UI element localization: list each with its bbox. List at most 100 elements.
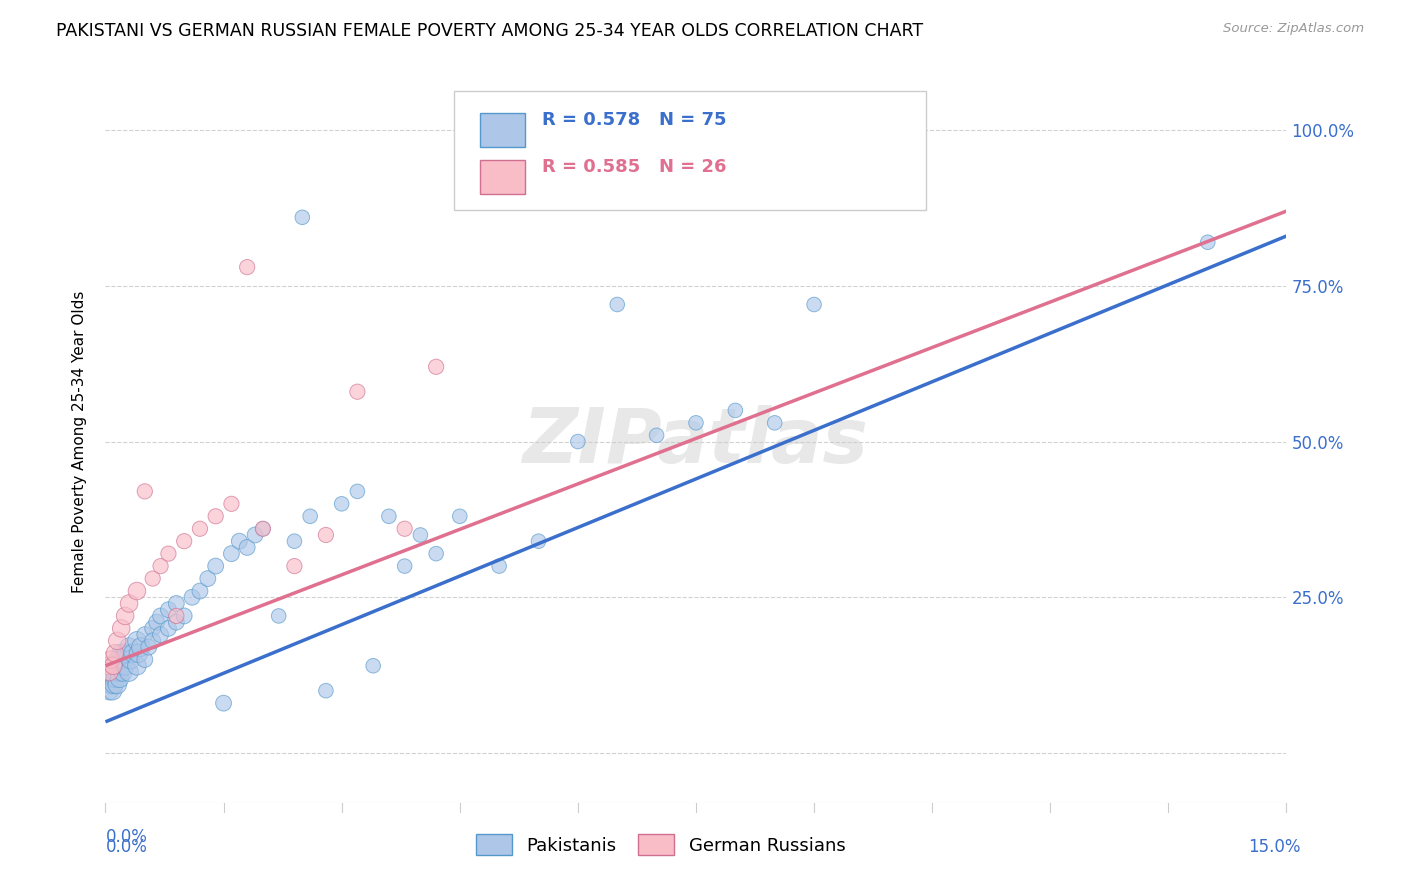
Point <box>165 615 187 630</box>
Point <box>315 528 337 542</box>
Point <box>409 528 432 542</box>
Text: R = 0.578   N = 75: R = 0.578 N = 75 <box>543 112 727 129</box>
Point <box>134 627 156 641</box>
Point <box>98 665 121 679</box>
Point <box>104 646 127 660</box>
Point <box>111 665 134 679</box>
Point <box>129 640 152 654</box>
Point <box>204 559 226 574</box>
Text: Source: ZipAtlas.com: Source: ZipAtlas.com <box>1223 22 1364 36</box>
Point <box>346 384 368 399</box>
Point <box>157 603 180 617</box>
Point <box>228 534 250 549</box>
Y-axis label: Female Poverty Among 25-34 Year Olds: Female Poverty Among 25-34 Year Olds <box>72 291 87 592</box>
Point <box>145 615 167 630</box>
Point <box>243 528 266 542</box>
Point <box>346 484 368 499</box>
Point <box>103 671 125 685</box>
Point <box>105 677 128 691</box>
Point <box>112 652 135 666</box>
Point <box>724 403 747 417</box>
Point <box>107 652 129 666</box>
Point <box>685 416 707 430</box>
Point <box>567 434 589 449</box>
Point <box>149 609 172 624</box>
Point <box>283 534 305 549</box>
Point <box>104 671 127 685</box>
Point <box>181 591 204 605</box>
Point <box>425 547 447 561</box>
Point <box>100 652 122 666</box>
Point <box>114 609 136 624</box>
Point <box>149 559 172 574</box>
Point <box>115 646 138 660</box>
Point <box>118 640 141 654</box>
Point <box>330 497 353 511</box>
Point <box>291 211 314 225</box>
Point <box>101 683 124 698</box>
Point <box>138 640 160 654</box>
Point <box>252 522 274 536</box>
Text: PAKISTANI VS GERMAN RUSSIAN FEMALE POVERTY AMONG 25-34 YEAR OLDS CORRELATION CHA: PAKISTANI VS GERMAN RUSSIAN FEMALE POVER… <box>56 22 924 40</box>
Point <box>394 522 416 536</box>
Point <box>165 609 187 624</box>
Text: 0.0%: 0.0% <box>105 838 148 855</box>
Point <box>803 297 825 311</box>
Text: ZIPatlas: ZIPatlas <box>523 405 869 478</box>
Point <box>188 584 211 599</box>
Point <box>157 547 180 561</box>
Point <box>142 633 165 648</box>
Point <box>125 633 148 648</box>
FancyBboxPatch shape <box>479 112 524 147</box>
Point <box>165 597 187 611</box>
Point <box>606 297 628 311</box>
Point <box>378 509 401 524</box>
Point <box>425 359 447 374</box>
Point <box>134 652 156 666</box>
FancyBboxPatch shape <box>479 160 524 194</box>
Point <box>283 559 305 574</box>
Text: 15.0%: 15.0% <box>1249 838 1301 855</box>
Point <box>134 484 156 499</box>
Point <box>110 646 132 660</box>
Point <box>142 621 165 635</box>
Point <box>97 671 120 685</box>
Point <box>645 428 668 442</box>
Legend: Pakistanis, German Russians: Pakistanis, German Russians <box>468 827 852 863</box>
Point <box>110 621 132 635</box>
Point <box>118 597 141 611</box>
Point <box>763 416 786 430</box>
Point <box>488 559 510 574</box>
Point <box>105 658 128 673</box>
Point <box>105 633 128 648</box>
Point <box>173 534 195 549</box>
Point <box>212 696 235 710</box>
Point <box>236 541 259 555</box>
Point <box>149 627 172 641</box>
Point <box>122 646 145 660</box>
Point <box>173 609 195 624</box>
Point <box>114 658 136 673</box>
Point <box>221 497 243 511</box>
Point <box>128 646 150 660</box>
Point <box>252 522 274 536</box>
Point <box>108 671 131 685</box>
Point <box>267 609 290 624</box>
Point <box>125 584 148 599</box>
Point <box>204 509 226 524</box>
FancyBboxPatch shape <box>454 91 927 211</box>
Point <box>98 665 121 679</box>
Point <box>299 509 322 524</box>
Point <box>221 547 243 561</box>
Point <box>315 683 337 698</box>
Point <box>100 677 122 691</box>
Point <box>100 658 122 673</box>
Point <box>104 665 127 679</box>
Text: R = 0.585   N = 26: R = 0.585 N = 26 <box>543 158 727 176</box>
Point <box>110 658 132 673</box>
Point <box>97 658 120 673</box>
Point <box>142 572 165 586</box>
Point <box>394 559 416 574</box>
Point <box>188 522 211 536</box>
Point <box>125 658 148 673</box>
